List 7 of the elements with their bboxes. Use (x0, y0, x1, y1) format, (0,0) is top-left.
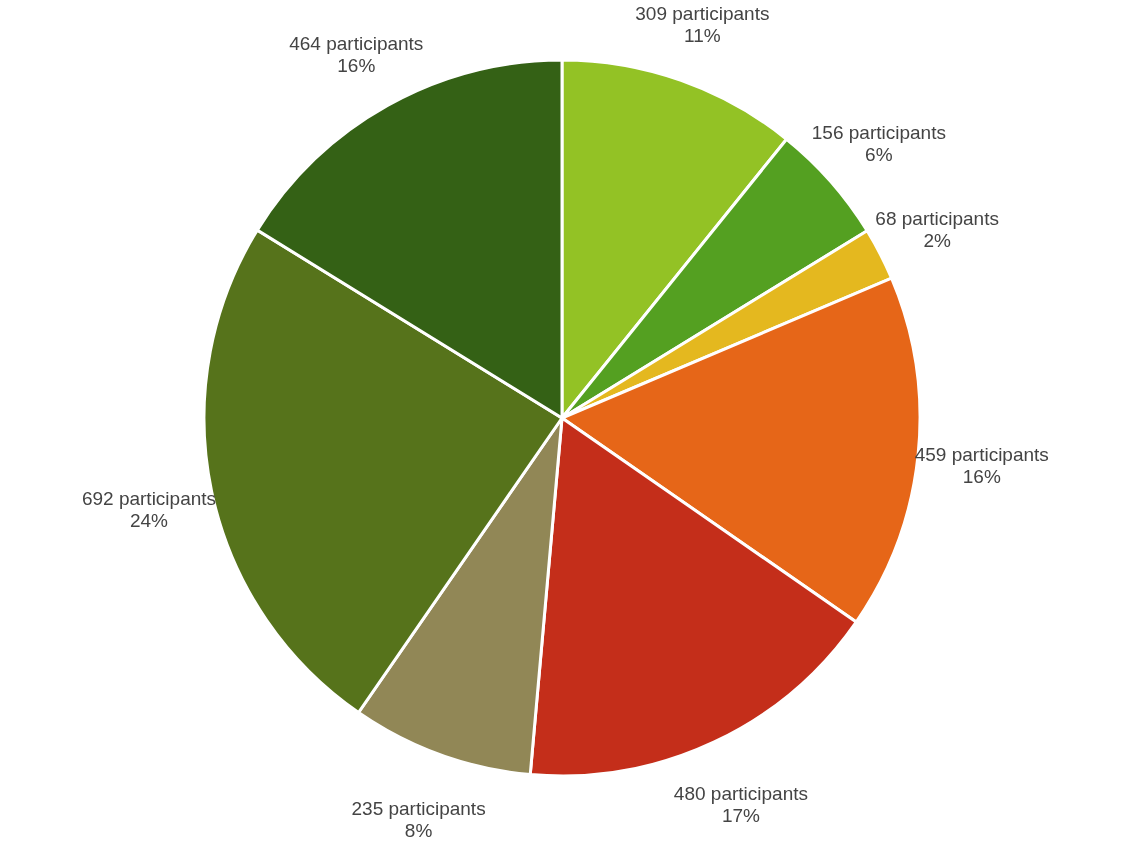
data-label: 309 participants 11% (635, 3, 770, 47)
data-label: 692 participants 24% (81, 487, 217, 531)
data-label: 156 participants 6% (811, 122, 946, 166)
data-label: 235 participants 8% (351, 797, 486, 841)
data-label: 480 participants 17% (673, 783, 808, 827)
data-label: 464 participants 16% (289, 32, 424, 76)
data-label: 68 participants 2% (875, 207, 999, 251)
